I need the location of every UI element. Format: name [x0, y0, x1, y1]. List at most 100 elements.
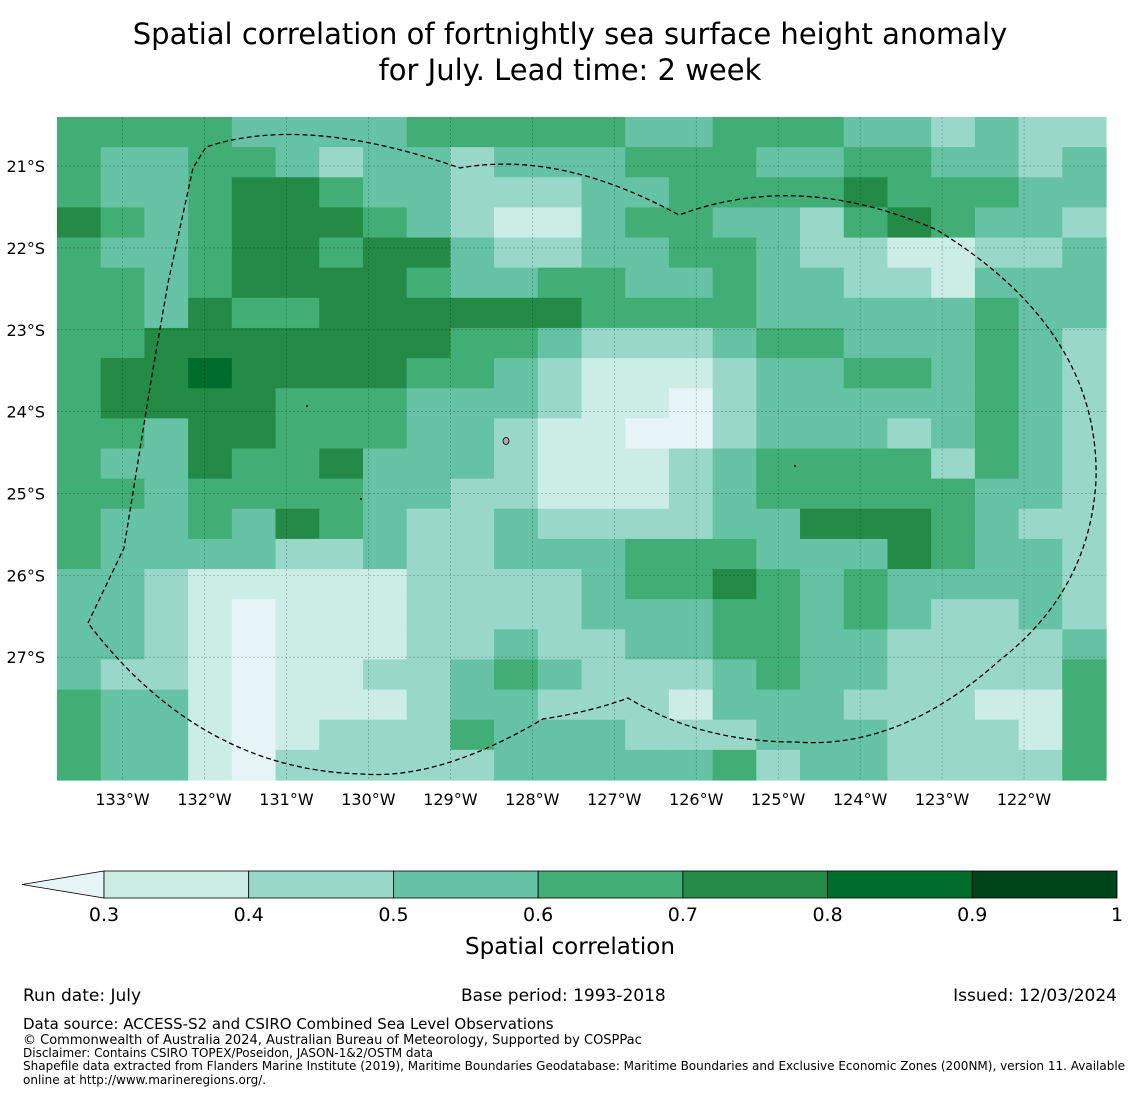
grid-cell	[887, 538, 932, 570]
grid-cell	[494, 388, 539, 419]
grid-cell	[625, 749, 670, 781]
grid-cell	[625, 297, 670, 329]
grid-cell	[1018, 297, 1063, 329]
grid-cell	[712, 448, 757, 480]
latitude-tick-label: 21°S	[6, 157, 45, 176]
grid-cell	[231, 599, 277, 630]
longitude-tick-label: 130°W	[341, 790, 396, 809]
grid-cell	[1062, 207, 1107, 239]
grid-cell	[712, 418, 757, 450]
grid-cell	[362, 147, 408, 178]
grid-cell	[406, 569, 451, 600]
grid-cell	[188, 388, 233, 419]
grid-cell	[843, 629, 889, 661]
grid-cell	[450, 237, 495, 269]
grid-cell	[231, 538, 277, 570]
grid-cell	[1062, 448, 1107, 480]
grid-cell	[319, 508, 364, 540]
grid-cell	[712, 147, 757, 178]
grid-cell	[144, 538, 189, 570]
grid-cell	[362, 508, 408, 540]
grid-cell	[494, 448, 539, 480]
grid-cell	[581, 448, 626, 480]
grid-cell	[537, 629, 583, 661]
grid-cell	[537, 418, 583, 450]
grid-cell	[843, 267, 889, 299]
grid-cell	[1062, 418, 1107, 450]
grid-cell	[494, 719, 539, 751]
grid-cell	[362, 237, 408, 269]
grid-cell	[450, 749, 495, 781]
grid-cell	[188, 659, 233, 691]
grid-cell	[756, 749, 801, 781]
grid-cell	[231, 659, 277, 691]
grid-cell	[625, 659, 670, 691]
grid-cell	[188, 448, 233, 480]
grid-cell	[362, 327, 408, 359]
grid-cell	[494, 538, 539, 570]
grid-cell	[362, 749, 408, 781]
grid-cell	[887, 418, 932, 450]
grid-cell	[887, 599, 932, 630]
grid-cell	[494, 147, 539, 178]
grid-cell	[275, 538, 320, 570]
grid-cell	[494, 207, 539, 239]
grid-cell	[406, 478, 451, 510]
grid-cell	[188, 538, 233, 570]
grid-cell	[494, 267, 539, 299]
grid-cell	[144, 267, 189, 299]
grid-cell	[668, 689, 714, 721]
grid-cell	[756, 418, 801, 450]
eez-boundary	[87, 133, 1097, 776]
grid-cell	[931, 659, 976, 691]
grid-cell	[756, 448, 801, 480]
grid-cell	[974, 207, 1020, 239]
grid-cell	[100, 508, 146, 540]
grid-cell	[625, 448, 670, 480]
grid-cell	[712, 599, 757, 630]
grid-cell	[800, 659, 845, 691]
grid-cell	[319, 117, 364, 148]
latitude-tick-label: 22°S	[6, 239, 45, 258]
grid-cell	[275, 388, 320, 419]
grid-cell	[57, 538, 102, 570]
longitude-tick-label: 123°W	[915, 790, 970, 809]
grid-cell	[188, 297, 233, 329]
grid-cell	[57, 629, 102, 661]
grid-cell	[537, 478, 583, 510]
grid-cell	[57, 117, 102, 148]
grid-cell	[1062, 297, 1107, 329]
grid-cell	[931, 569, 976, 600]
grid-cell	[756, 207, 801, 239]
grid-cell	[362, 177, 408, 209]
grid-cell	[275, 508, 320, 540]
grid-cell	[1062, 177, 1107, 209]
grid-cell	[668, 508, 714, 540]
grid-cell	[1062, 538, 1107, 570]
grid-cell	[188, 689, 233, 721]
grid-cell	[800, 448, 845, 480]
grid-cell	[800, 418, 845, 450]
longitude-tick-label: 131°W	[259, 790, 314, 809]
grid-cell	[668, 358, 714, 389]
grid-cell	[974, 538, 1020, 570]
grid-cell	[100, 237, 146, 269]
grid-cell	[625, 267, 670, 299]
grid-cell	[931, 689, 976, 721]
grid-cell	[275, 599, 320, 630]
grid-cell	[450, 267, 495, 299]
grid-cell	[931, 749, 976, 781]
grid-cell	[188, 418, 233, 450]
grid-cell	[231, 749, 277, 781]
grid-cell	[1062, 689, 1107, 721]
grid-cell	[100, 418, 146, 450]
grid-cell	[231, 629, 277, 661]
grid-cell	[494, 177, 539, 209]
grid-cell	[319, 448, 364, 480]
grid-cell	[800, 508, 845, 540]
grid-cell	[843, 719, 889, 751]
grid-cell	[581, 749, 626, 781]
grid-cell	[450, 659, 495, 691]
grid-cell	[319, 147, 364, 178]
grid-cell	[537, 147, 583, 178]
